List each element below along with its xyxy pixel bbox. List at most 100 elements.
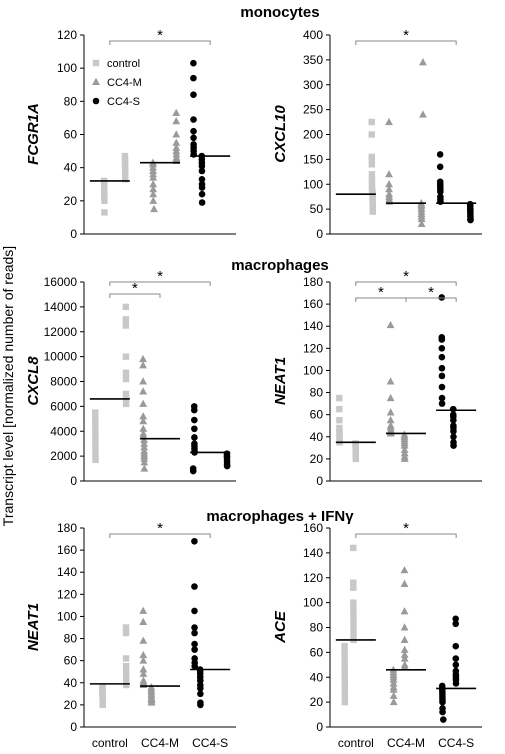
data-point-cc4-s: [452, 620, 460, 628]
significance-bracket: [355, 281, 457, 286]
data-point-cc4-m: [172, 130, 181, 138]
data-point-control: [122, 375, 130, 383]
data-point-cc4-s: [439, 698, 446, 706]
data-point-control: [122, 624, 130, 631]
y-tick-label: 80: [64, 632, 78, 646]
y-tick-label: 100: [57, 61, 77, 75]
data-point-control: [121, 167, 129, 175]
y-tick-label: 120: [57, 587, 77, 601]
data-point-cc4-m: [149, 185, 158, 193]
data-point-control: [92, 415, 99, 423]
data-point-cc4-m: [139, 417, 148, 425]
data-point-cc4-s: [450, 433, 457, 441]
data-point-control: [122, 176, 129, 183]
y-tick-label: 16000: [44, 275, 78, 289]
data-point-cc4-s: [437, 188, 444, 196]
data-point-control: [368, 118, 375, 126]
data-point-cc4-m: [385, 117, 393, 126]
y-tick-label: 100: [303, 596, 323, 610]
category-label-cc4-m: CC4-M: [387, 736, 425, 750]
data-point-control: [122, 369, 130, 376]
data-point-cc4-s: [438, 353, 446, 361]
data-point-control: [369, 208, 376, 215]
data-point-cc4-m: [400, 645, 409, 653]
data-point-cc4-s: [191, 416, 198, 424]
data-point-cc4-s: [198, 190, 206, 198]
data-point-cc4-m: [139, 412, 148, 420]
data-point-control: [122, 674, 130, 681]
y-tick-label: 140: [57, 565, 77, 579]
y-tick-label: 100: [57, 609, 77, 623]
category-label-control: control: [92, 736, 128, 750]
data-point-control: [350, 579, 357, 586]
data-point-cc4-m: [139, 387, 148, 395]
data-point-cc4-s: [438, 400, 446, 407]
data-point-cc4-s: [191, 629, 198, 637]
data-point-cc4-s: [190, 74, 197, 82]
significance-bracket: [109, 533, 211, 538]
significance-star: *: [157, 27, 163, 44]
category-label-cc4-m: CC4-M: [141, 736, 179, 750]
y-tick-label: 60: [64, 128, 78, 142]
data-point-cc4-s: [190, 59, 197, 67]
data-point-control: [121, 157, 129, 165]
data-point-cc4-m: [172, 108, 181, 116]
data-point-control: [92, 434, 99, 441]
data-point-control: [341, 655, 348, 662]
y-tick-label: 0: [70, 474, 77, 488]
data-point-cc4-s: [198, 199, 206, 206]
section-title-macrophages: macrophages: [231, 257, 329, 274]
section-title-macrophages-ifng: macrophages + IFNγ: [206, 508, 354, 525]
y-tick-label: 50: [310, 202, 324, 216]
data-point-control: [341, 680, 348, 687]
y-tick-label: 80: [64, 94, 78, 108]
y-tick-label: 20: [64, 698, 78, 712]
gene-label: CXCL10: [272, 105, 289, 163]
gene-label: NEAT1: [272, 357, 289, 405]
data-point-cc4-s: [438, 336, 446, 343]
data-point-cc4-m: [389, 697, 398, 706]
data-point-cc4-m: [389, 691, 398, 699]
significance-bracket: [109, 40, 211, 45]
legend-label-cc4-s: CC4-S: [107, 96, 140, 108]
data-point-control: [368, 161, 376, 168]
y-tick-label: 180: [57, 521, 77, 535]
data-point-control: [368, 178, 376, 185]
data-point-cc4-m: [139, 606, 148, 614]
data-point-control: [350, 605, 357, 613]
y-tick-label: 160: [303, 521, 323, 535]
y-tick-label: 120: [303, 571, 323, 585]
y-tick-label: 140: [303, 546, 323, 560]
data-point-cc4-m: [147, 698, 156, 706]
significance-bracket: [109, 293, 161, 298]
data-point-control: [122, 322, 130, 329]
data-point-cc4-m: [140, 439, 149, 447]
y-tick-label: 8000: [50, 375, 77, 389]
significance-star: *: [403, 520, 409, 537]
y-tick-label: 10000: [44, 350, 78, 364]
data-point-cc4-s: [197, 701, 204, 709]
data-point-cc4-m: [400, 441, 409, 449]
data-point-cc4-s: [198, 175, 206, 183]
data-point-control: [350, 544, 357, 552]
data-point-cc4-s: [197, 690, 204, 698]
data-point-cc4-m: [140, 458, 149, 466]
data-point-cc4-m: [139, 377, 148, 385]
data-point-cc4-s: [438, 364, 446, 372]
chart-panel-neat1-4: 0 20 40 60 80 100 120 140 160 180 NEAT1 * control CC4…: [25, 520, 236, 750]
data-point-control: [336, 394, 343, 402]
significance-star: *: [378, 284, 384, 301]
data-point-cc4-m: [400, 623, 409, 631]
data-point-cc4-s: [189, 467, 197, 475]
data-point-cc4-m: [385, 185, 394, 193]
data-point-control: [101, 189, 108, 196]
data-point-cc4-m: [400, 635, 409, 643]
data-point-control: [336, 416, 343, 424]
y-tick-label: 0: [316, 474, 323, 488]
data-point-cc4-s: [191, 662, 199, 670]
panels: 020406080100120FCGR1A*controlCC4-MCC4-S0…: [25, 27, 482, 750]
data-point-cc4-s: [467, 216, 474, 224]
data-point-control: [92, 456, 99, 464]
data-point-cc4-s: [190, 406, 198, 414]
